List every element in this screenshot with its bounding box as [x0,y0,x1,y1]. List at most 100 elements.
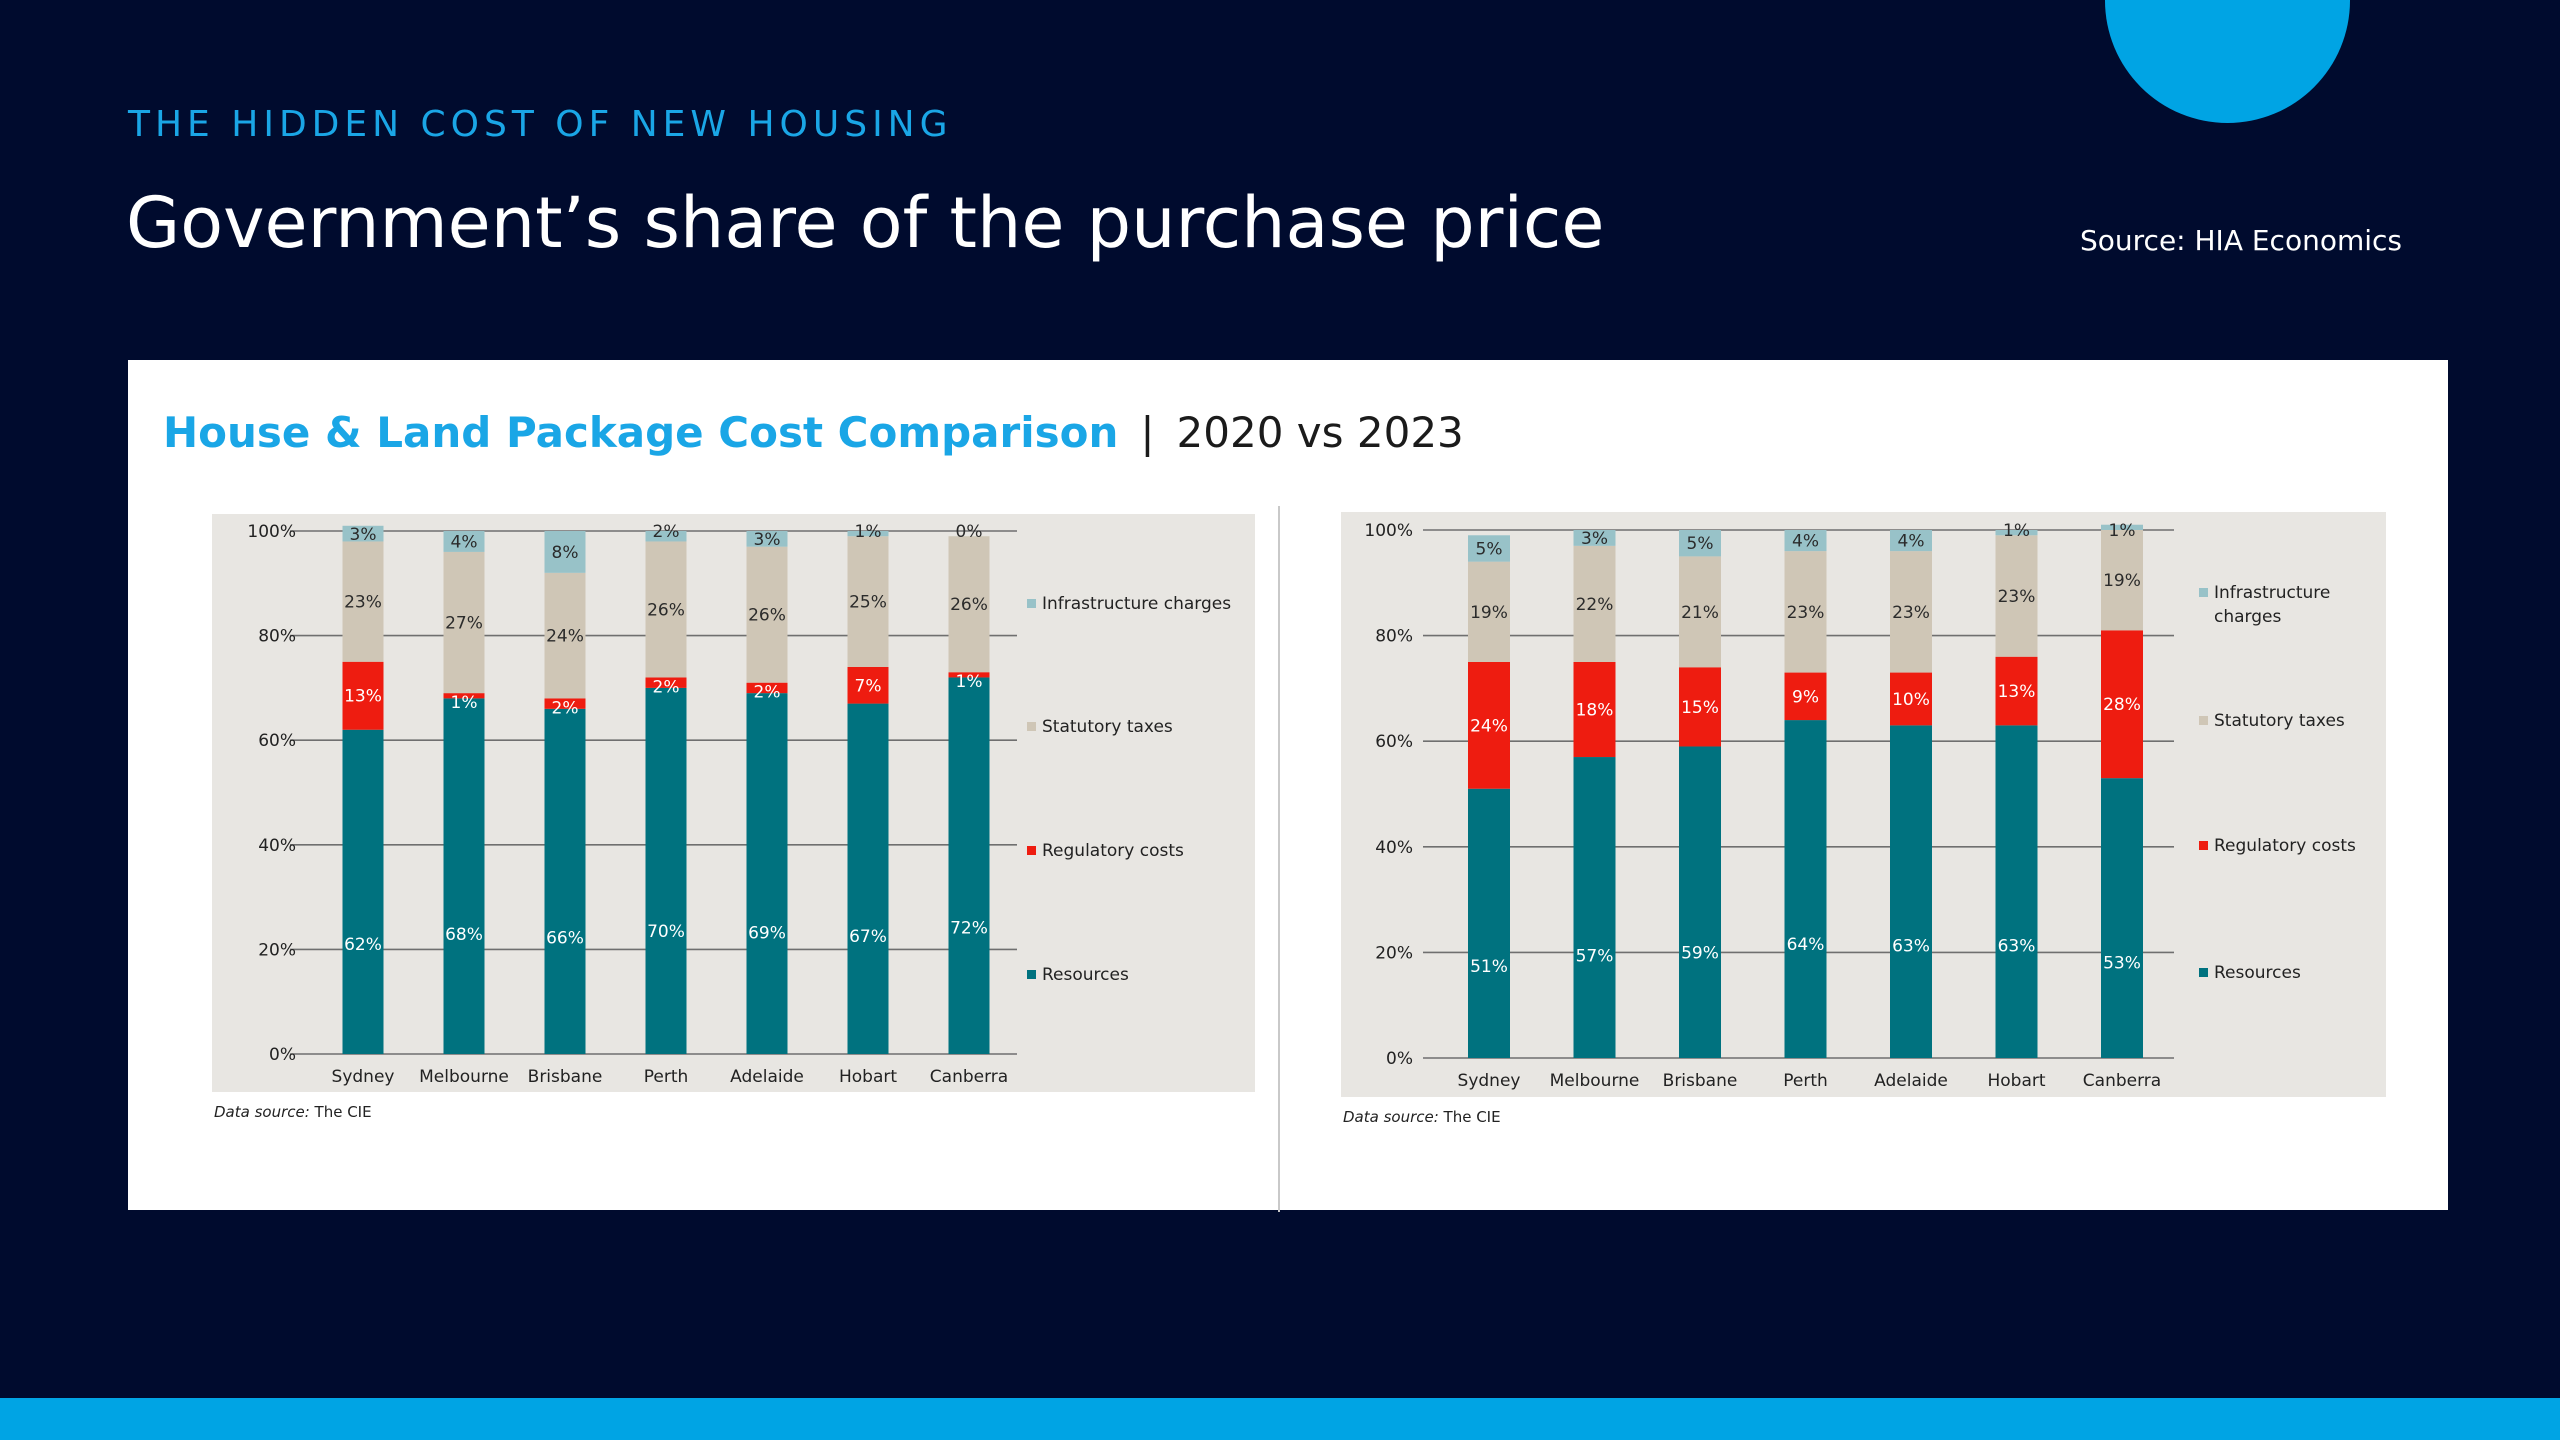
data-label: 0% [956,522,983,542]
data-label: 59% [1681,943,1719,963]
bar-segment-statutory [1784,551,1827,673]
bar-segment-regulatory [847,666,889,704]
data-label: 2% [552,698,579,718]
data-label: 57% [1576,947,1614,967]
data-label: 64% [1787,935,1825,955]
decorative-circle [2105,0,2350,123]
bar-segment-infrastructure [645,531,687,542]
bar-segment-infrastructure [1573,530,1616,546]
category-label: Sydney [332,1067,395,1087]
y-tick-label: 60% [258,731,296,751]
data-label: 13% [344,687,382,707]
legend-label: Regulatory costs [2214,836,2356,856]
bottom-accent-bar [0,1398,2560,1440]
bar-segment-statutory [1468,561,1510,662]
y-tick-label: 0% [269,1045,296,1065]
data-label: 13% [1998,682,2036,702]
bar-segment-resources [847,703,889,1054]
data-label: 1% [2109,521,2136,541]
bar-segment-resources [1890,725,1932,1058]
data-label: 2% [653,677,680,697]
legend-label: Infrastructure charges [1042,594,1231,614]
data-label: 51% [1470,957,1508,977]
bar-segment-statutory [2101,530,2143,631]
legend-swatch-regulatory [1027,846,1036,855]
data-label: 23% [1998,587,2036,607]
y-tick-label: 100% [247,522,296,542]
data-source-footnote: Data source: The CIE [214,1103,372,1121]
category-label: Melbourne [419,1067,509,1087]
data-label: 69% [748,924,786,944]
bar-segment-regulatory [645,677,687,688]
bar-segment-statutory [544,572,586,699]
data-label: 19% [1470,603,1508,623]
bar-segment-infrastructure [1890,530,1932,552]
bar-segment-regulatory [443,693,485,699]
data-label: 53% [2103,953,2141,973]
category-label: Brisbane [528,1067,603,1087]
data-label: 63% [1998,937,2036,957]
category-label: Hobart [839,1067,897,1087]
data-label: 10% [1892,690,1930,710]
category-label: Hobart [1987,1071,2045,1091]
category-label: Brisbane [1663,1071,1738,1091]
category-label: Canberra [930,1067,1008,1087]
y-tick-label: 100% [1364,521,1413,541]
legend-label: Statutory taxes [1042,717,1173,737]
legend-label: Regulatory costs [1042,841,1184,861]
legend-swatch-statutory [2199,716,2208,725]
data-label: 3% [1581,529,1608,549]
plot-background [212,514,1255,1092]
category-label: Melbourne [1550,1071,1640,1091]
bar-segment-resources [645,687,687,1054]
bar-segment-regulatory [1995,656,2038,726]
bar-segment-infrastructure [1784,530,1827,552]
data-label: 19% [2103,571,2141,591]
bar-segment-resources [746,693,788,1054]
bar-segment-regulatory [1468,662,1510,789]
bar-segment-resources [1468,788,1510,1058]
bar-segment-infrastructure [342,525,384,542]
bar-segment-statutory [1573,545,1616,662]
bar-segment-infrastructure [847,531,889,537]
data-label: 4% [1792,532,1819,552]
y-tick-label: 0% [1386,1049,1413,1069]
data-label: 68% [445,925,483,945]
bar-segment-infrastructure [1995,530,2038,536]
bar-segment-statutory [1995,535,2038,657]
data-label: 18% [1576,701,1614,721]
chart-card: House & Land Package Cost Comparison | 202… [128,360,2448,1212]
bar-segment-regulatory [1784,672,1827,721]
data-label: 5% [1476,539,1503,559]
data-label: 4% [451,532,478,552]
y-tick-label: 40% [1375,838,1413,858]
card-title-separator: | [1140,408,1155,457]
y-tick-label: 20% [258,940,296,960]
data-label: 21% [1681,603,1719,623]
bar-segment-statutory [948,536,990,673]
bar-segment-infrastructure [746,531,788,547]
y-tick-label: 60% [1375,732,1413,752]
bar-segment-statutory [746,546,788,683]
data-label: 25% [849,593,887,613]
data-label: 27% [445,614,483,634]
data-label: 24% [1470,716,1508,736]
bar-segment-statutory [443,551,485,694]
data-label: 24% [546,627,584,647]
data-label: 4% [1898,532,1925,552]
bar-segment-infrastructure [1468,535,1510,562]
bar-segment-statutory [1679,556,1721,668]
bar-segment-resources [443,698,485,1054]
bar-segment-regulatory [2101,630,2143,779]
bar-segment-infrastructure [443,531,485,552]
legend-swatch-resources [2199,968,2208,977]
section-eyebrow: THE HIDDEN COST OF NEW HOUSING [128,104,953,145]
data-label: 2% [653,522,680,542]
bar-segment-resources [1995,725,2038,1058]
chart-2023: 0% 20% 40% 60% 80% 100% 51% 24% 19% 5% Sydney 57% 18… [1341,512,2386,1126]
data-label: 63% [1892,937,1930,957]
bar-segment-resources [1679,746,1721,1058]
category-label: Adelaide [730,1067,804,1087]
data-label: 70% [647,922,685,942]
data-label: 1% [2003,521,2030,541]
